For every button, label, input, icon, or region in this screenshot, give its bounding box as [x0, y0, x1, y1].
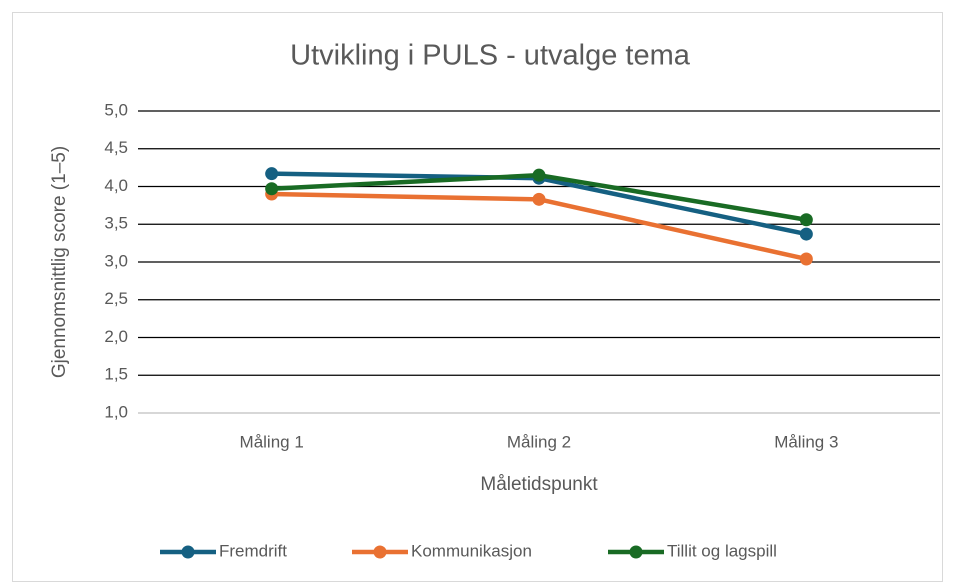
y-tick-label: 3,5 — [104, 214, 128, 233]
legend-marker — [373, 545, 387, 559]
legend-marker — [181, 545, 195, 559]
x-tick-label: Måling 1 — [240, 432, 304, 451]
y-tick-label: 2,0 — [104, 327, 128, 346]
data-point — [799, 227, 813, 241]
y-tick-label: 5,0 — [104, 100, 128, 119]
data-point — [532, 168, 546, 182]
y-tick-label: 4,0 — [104, 176, 128, 195]
data-point — [265, 182, 279, 196]
legend-label: Tillit og lagspill — [667, 541, 777, 560]
y-axis-title: Gjennomsnittlig score (1–5) — [49, 146, 70, 378]
x-tick-label: Måling 3 — [774, 432, 838, 451]
legend-label: Fremdrift — [219, 541, 287, 560]
y-tick-label: 4,5 — [104, 138, 128, 157]
data-point — [265, 167, 279, 181]
chart-title: Utvikling i PULS - utvalge tema — [290, 40, 691, 72]
chart-border — [12, 12, 943, 582]
y-tick-label: 1,5 — [104, 365, 128, 384]
data-point — [799, 213, 813, 227]
y-tick-label: 1,0 — [104, 402, 128, 421]
x-axis-title: Måletidspunkt — [480, 474, 598, 495]
y-tick-label: 2,5 — [104, 289, 128, 308]
y-tick-label: 3,0 — [104, 251, 128, 270]
legend-marker — [629, 545, 643, 559]
data-point — [532, 192, 546, 206]
x-tick-label: Måling 2 — [507, 432, 571, 451]
data-point — [799, 252, 813, 266]
legend-label: Kommunikasjon — [411, 541, 532, 560]
